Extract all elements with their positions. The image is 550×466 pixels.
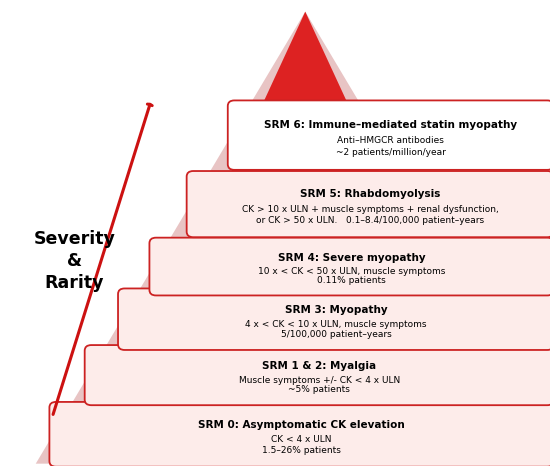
Text: Muscle symptoms +/- CK < 4 x ULN: Muscle symptoms +/- CK < 4 x ULN xyxy=(239,376,400,384)
Text: SRM 4: Severe myopathy: SRM 4: Severe myopathy xyxy=(278,253,426,263)
FancyBboxPatch shape xyxy=(228,101,550,170)
Text: SRM 1 & 2: Myalgia: SRM 1 & 2: Myalgia xyxy=(262,361,376,371)
Polygon shape xyxy=(36,12,550,464)
Text: 10 x < CK < 50 x ULN, muscle symptoms: 10 x < CK < 50 x ULN, muscle symptoms xyxy=(258,267,446,276)
Text: 1.5–26% patients: 1.5–26% patients xyxy=(262,446,341,455)
Text: SRM 0: Asymptomatic CK elevation: SRM 0: Asymptomatic CK elevation xyxy=(198,420,405,430)
Text: 0.11% patients: 0.11% patients xyxy=(317,276,386,285)
Text: 5/100,000 patient–years: 5/100,000 patient–years xyxy=(280,330,391,339)
FancyBboxPatch shape xyxy=(85,345,550,405)
Text: SRM 5: Rhabdomyolysis: SRM 5: Rhabdomyolysis xyxy=(300,189,441,199)
Polygon shape xyxy=(96,12,514,464)
Text: Anti–HMGCR antibodies: Anti–HMGCR antibodies xyxy=(337,137,444,145)
Text: ~2 patients/million/year: ~2 patients/million/year xyxy=(336,148,446,157)
FancyBboxPatch shape xyxy=(50,402,550,466)
FancyBboxPatch shape xyxy=(150,238,550,295)
FancyBboxPatch shape xyxy=(118,288,550,350)
Text: SRM 6: Immune–mediated statin myopathy: SRM 6: Immune–mediated statin myopathy xyxy=(264,120,518,130)
FancyBboxPatch shape xyxy=(186,171,550,237)
Text: ~5% patients: ~5% patients xyxy=(288,385,350,394)
Text: CK > 10 x ULN + muscle symptoms + renal dysfunction,: CK > 10 x ULN + muscle symptoms + renal … xyxy=(242,205,499,214)
Text: SRM 3: Myopathy: SRM 3: Myopathy xyxy=(285,305,387,315)
Text: 4 x < CK < 10 x ULN, muscle symptoms: 4 x < CK < 10 x ULN, muscle symptoms xyxy=(245,320,427,329)
Text: or CK > 50 x ULN.   0.1–8.4/100,000 patient–years: or CK > 50 x ULN. 0.1–8.4/100,000 patien… xyxy=(256,216,485,225)
Text: CK < 4 x ULN: CK < 4 x ULN xyxy=(271,435,332,444)
Text: Severity
&
Rarity: Severity & Rarity xyxy=(34,230,115,292)
